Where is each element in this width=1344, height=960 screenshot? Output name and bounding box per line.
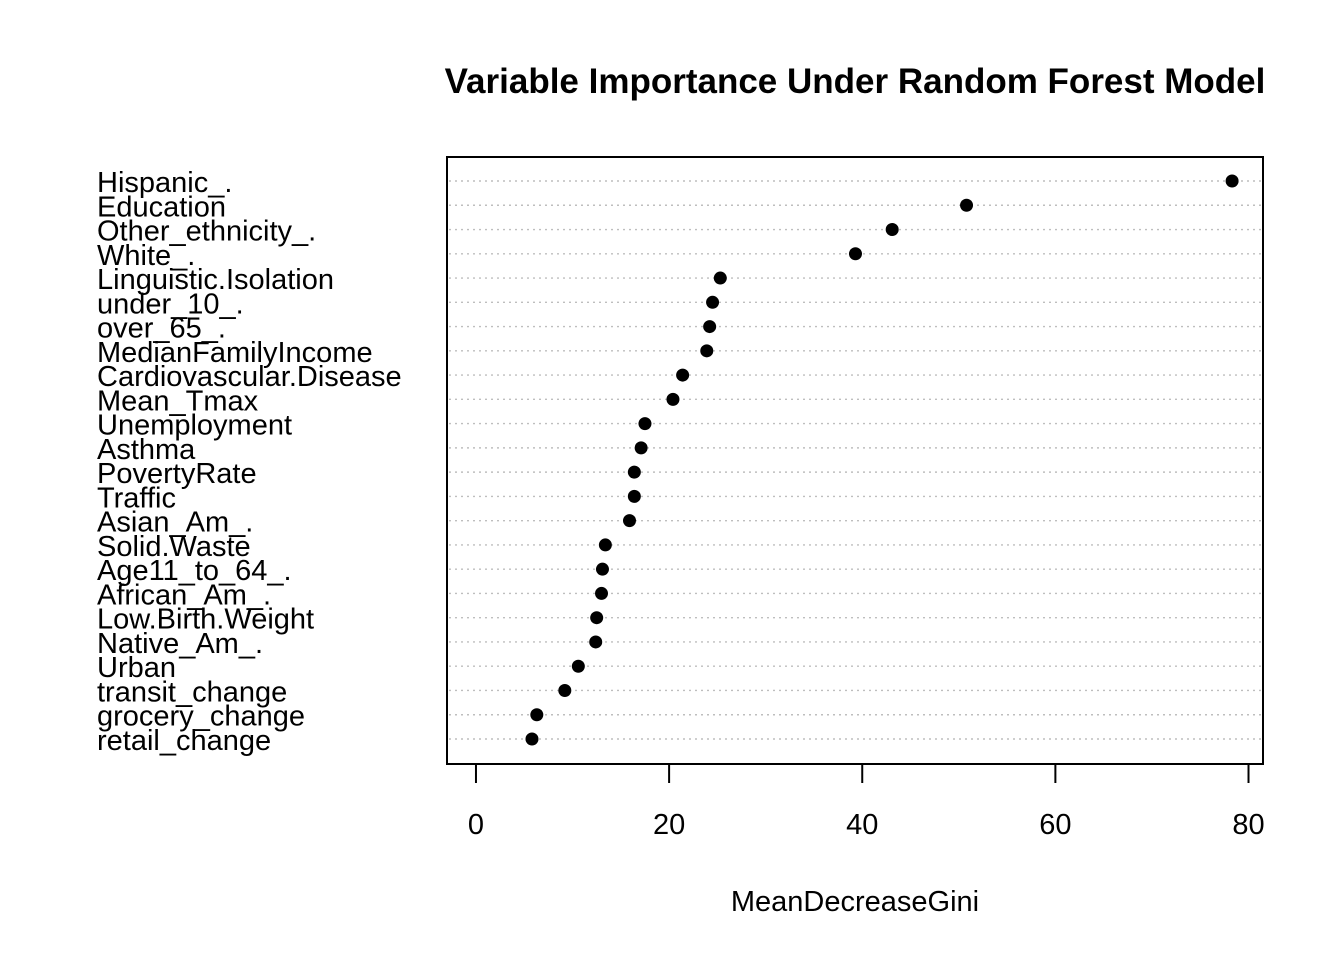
category-label: Other_ethnicity_. bbox=[97, 216, 316, 248]
data-point bbox=[627, 465, 641, 479]
data-point bbox=[666, 392, 680, 406]
category-label: Asthma bbox=[97, 434, 196, 466]
data-point bbox=[713, 271, 727, 285]
data-point bbox=[638, 417, 652, 431]
data-point bbox=[530, 708, 544, 722]
category-label: Low.Birth.Weight bbox=[97, 604, 314, 636]
category-label: White_. bbox=[97, 240, 195, 272]
category-label: African_Am_. bbox=[97, 579, 271, 611]
data-point bbox=[703, 320, 717, 334]
data-point bbox=[627, 489, 641, 503]
data-point bbox=[623, 514, 637, 528]
data-point bbox=[676, 368, 690, 382]
data-point bbox=[960, 198, 974, 212]
category-label: grocery_change bbox=[97, 701, 305, 733]
data-points bbox=[525, 174, 1239, 746]
x-tick-label: 20 bbox=[653, 809, 685, 841]
data-point bbox=[598, 538, 612, 552]
data-point bbox=[634, 441, 648, 455]
category-label: retail_change bbox=[97, 725, 271, 757]
category-label: Linguistic.Isolation bbox=[97, 264, 334, 296]
category-label: Asian_Am_. bbox=[97, 507, 253, 539]
guide-lines bbox=[449, 180, 1261, 740]
category-label: Cardiovascular.Disease bbox=[97, 361, 402, 393]
data-point bbox=[589, 635, 603, 649]
data-point bbox=[595, 586, 609, 600]
category-label: Solid.Waste bbox=[97, 531, 251, 563]
category-label: Unemployment bbox=[97, 410, 292, 442]
category-label: MedianFamilyIncome bbox=[97, 337, 373, 369]
category-label: Education bbox=[97, 191, 226, 223]
data-point bbox=[700, 344, 714, 358]
x-tick-label: 80 bbox=[1232, 809, 1264, 841]
data-point bbox=[590, 611, 604, 625]
data-point bbox=[558, 683, 572, 697]
category-label: under_10_. bbox=[97, 288, 244, 320]
data-point bbox=[848, 247, 862, 261]
category-label: PovertyRate bbox=[97, 458, 257, 490]
data-point bbox=[1225, 174, 1239, 188]
x-tick-label: 60 bbox=[1039, 809, 1071, 841]
category-label: Urban bbox=[97, 652, 176, 684]
category-label: Mean_Tmax bbox=[97, 385, 259, 417]
x-axis-label: MeanDecreaseGini bbox=[731, 886, 979, 918]
category-labels: Hispanic_.EducationOther_ethnicity_.Whit… bbox=[97, 167, 402, 757]
data-point bbox=[525, 732, 539, 746]
x-axis: 0 20 40 60 80 bbox=[468, 763, 1265, 841]
data-point bbox=[571, 659, 585, 673]
category-label: over_65_. bbox=[97, 313, 226, 345]
category-label: Traffic bbox=[97, 482, 176, 514]
data-point bbox=[706, 295, 720, 309]
chart-title: Variable Importance Under Random Forest … bbox=[445, 62, 1266, 101]
x-tick-label: 0 bbox=[468, 809, 484, 841]
x-tick-label: 40 bbox=[846, 809, 878, 841]
category-label: Native_Am_. bbox=[97, 628, 263, 660]
category-label: Hispanic_. bbox=[97, 167, 232, 199]
category-label: Age11_to_64_. bbox=[97, 555, 292, 587]
category-label: transit_change bbox=[97, 676, 287, 708]
data-point bbox=[595, 562, 609, 576]
data-point bbox=[885, 223, 899, 237]
